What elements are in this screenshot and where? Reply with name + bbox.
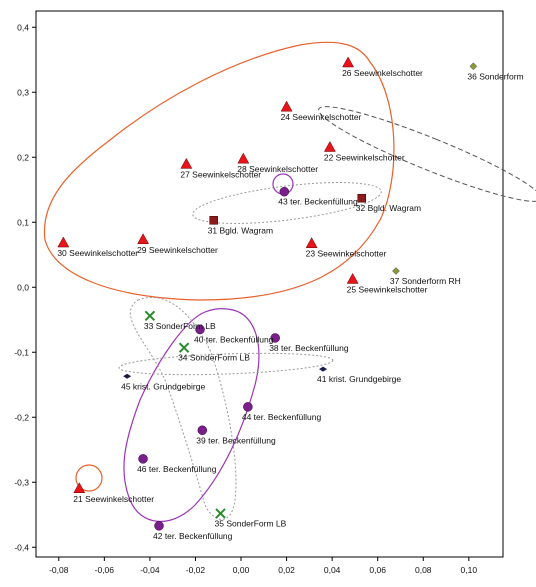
data-label: 22 Seewinkelschotter (324, 153, 405, 163)
x-tick-label: 0,04 (324, 565, 341, 575)
data-label: 23 Seewinkelschotter (306, 249, 387, 259)
y-tick-label: -0,1 (14, 347, 29, 357)
x-tick-label: -0,02 (186, 565, 206, 575)
data-label: 39 ter. Beckenfüllung (196, 435, 276, 445)
point-seewinkel (323, 140, 336, 152)
data-label: 29 Seewinkelschotter (137, 245, 218, 255)
point-beckenfuellung (243, 402, 253, 412)
data-points (57, 56, 478, 531)
point-sonderform_lb (144, 310, 156, 322)
data-label: 40 ter. Beckenfüllung (194, 335, 274, 345)
y-tick-label: 0,1 (17, 217, 29, 227)
point-beckenfuellung (270, 333, 280, 343)
point-sonderform_rh (469, 62, 478, 71)
point-beckenfuellung (154, 521, 164, 531)
point-wagram (357, 193, 367, 203)
data-label: 31 Bgld. Wagram (208, 225, 273, 235)
x-axis: -0,08 -0,06 -0,04 -0,02 0,00 0,02 0,04 0,06 0,08… (49, 557, 477, 575)
data-label: 35 SonderForm LB (215, 518, 287, 528)
point-seewinkel (346, 272, 359, 284)
ellipse-wagram (192, 182, 382, 224)
point-seewinkel (280, 100, 293, 112)
data-label: 28 Seewinkelschotter (237, 164, 318, 174)
x-tick-label: 0,02 (278, 565, 295, 575)
y-tick-label: -0,4 (14, 542, 29, 552)
point-seewinkel (57, 236, 70, 248)
data-label: 26 Seewinkelschotter (342, 68, 423, 78)
data-label: 32 Bgld. Wagram (356, 203, 421, 213)
x-tick-label: 0,10 (461, 565, 478, 575)
data-label: 33 SonderForm LB (144, 321, 216, 331)
data-label: 30 Seewinkelschotter (57, 248, 138, 258)
point-beckenfuellung (279, 186, 290, 197)
y-tick-label: -0,2 (14, 412, 29, 422)
data-label: 45 krist. Grundgebirge (121, 381, 205, 391)
y-tick-label: 0,3 (17, 87, 29, 97)
y-tick-label: 0,2 (17, 152, 29, 162)
point-beckenfuellung (138, 454, 148, 464)
ellipse-grundgebirge (118, 352, 334, 376)
y-tick-label: 0,4 (17, 22, 29, 32)
point-seewinkel (180, 157, 193, 169)
point-grundgebirge (319, 366, 328, 372)
ellipse-sonderform-rh (318, 106, 536, 202)
point-seewinkel (342, 56, 355, 68)
data-label: 25 Seewinkelschotter (347, 284, 428, 294)
data-label: 42 ter. Beckenfüllung (153, 531, 233, 541)
ellipse-point-21 (75, 464, 103, 492)
x-tick-label: -0,06 (95, 565, 115, 575)
point-grundgebirge (123, 373, 132, 379)
plot-frame (35, 10, 504, 558)
y-tick-label: 0,0 (17, 282, 29, 292)
data-label: 43 ter. Beckenfüllung (278, 197, 358, 207)
data-label: 34 SonderForm LB (178, 353, 250, 363)
point-sonderform_lb (178, 342, 190, 353)
point-seewinkel (237, 152, 250, 164)
data-label: 38 ter. Beckenfüllung (269, 343, 349, 353)
data-label: 44 ter. Beckenfüllung (242, 412, 322, 422)
x-tick-label: 0,00 (233, 565, 250, 575)
data-label: 27 Seewinkelschotter (180, 169, 261, 179)
data-label: 24 Seewinkelschotter (281, 112, 362, 122)
ellipse-sonderform-lb (130, 296, 237, 520)
ellipse-beckenfuellung (123, 308, 260, 522)
x-tick-label: -0,08 (49, 565, 69, 575)
point-sonderform_rh (392, 267, 400, 275)
point-seewinkel (73, 482, 86, 493)
data-label: 37 Sonderform RH (390, 276, 461, 286)
ellipse-seewinkel-cluster (43, 41, 395, 301)
y-axis: 0,4 0,3 0,2 0,1 0,0 -0,1 -0,2 -0,3 -0,4 (14, 22, 36, 552)
data-label: 46 ter. Beckenfüllung (137, 464, 217, 474)
point-beckenfuellung (195, 324, 205, 335)
y-tick-label: -0,3 (14, 477, 29, 487)
point-beckenfuellung (197, 425, 208, 435)
data-label: 21 Seewinkelschotter (73, 494, 154, 504)
x-tick-label: 0,06 (369, 565, 386, 575)
data-labels: 26 Seewinkelschotter 36 Sonderform 24 Seew… (57, 68, 523, 541)
data-label: 36 Sonderform (467, 71, 523, 81)
point-seewinkel (305, 237, 318, 248)
point-sonderform_lb (215, 508, 226, 519)
x-tick-label: 0,08 (415, 565, 432, 575)
point-seewinkel (137, 233, 149, 245)
data-label: 41 krist. Grundgebirge (317, 374, 401, 384)
point-wagram (209, 216, 218, 225)
x-tick-label: -0,04 (140, 565, 160, 575)
